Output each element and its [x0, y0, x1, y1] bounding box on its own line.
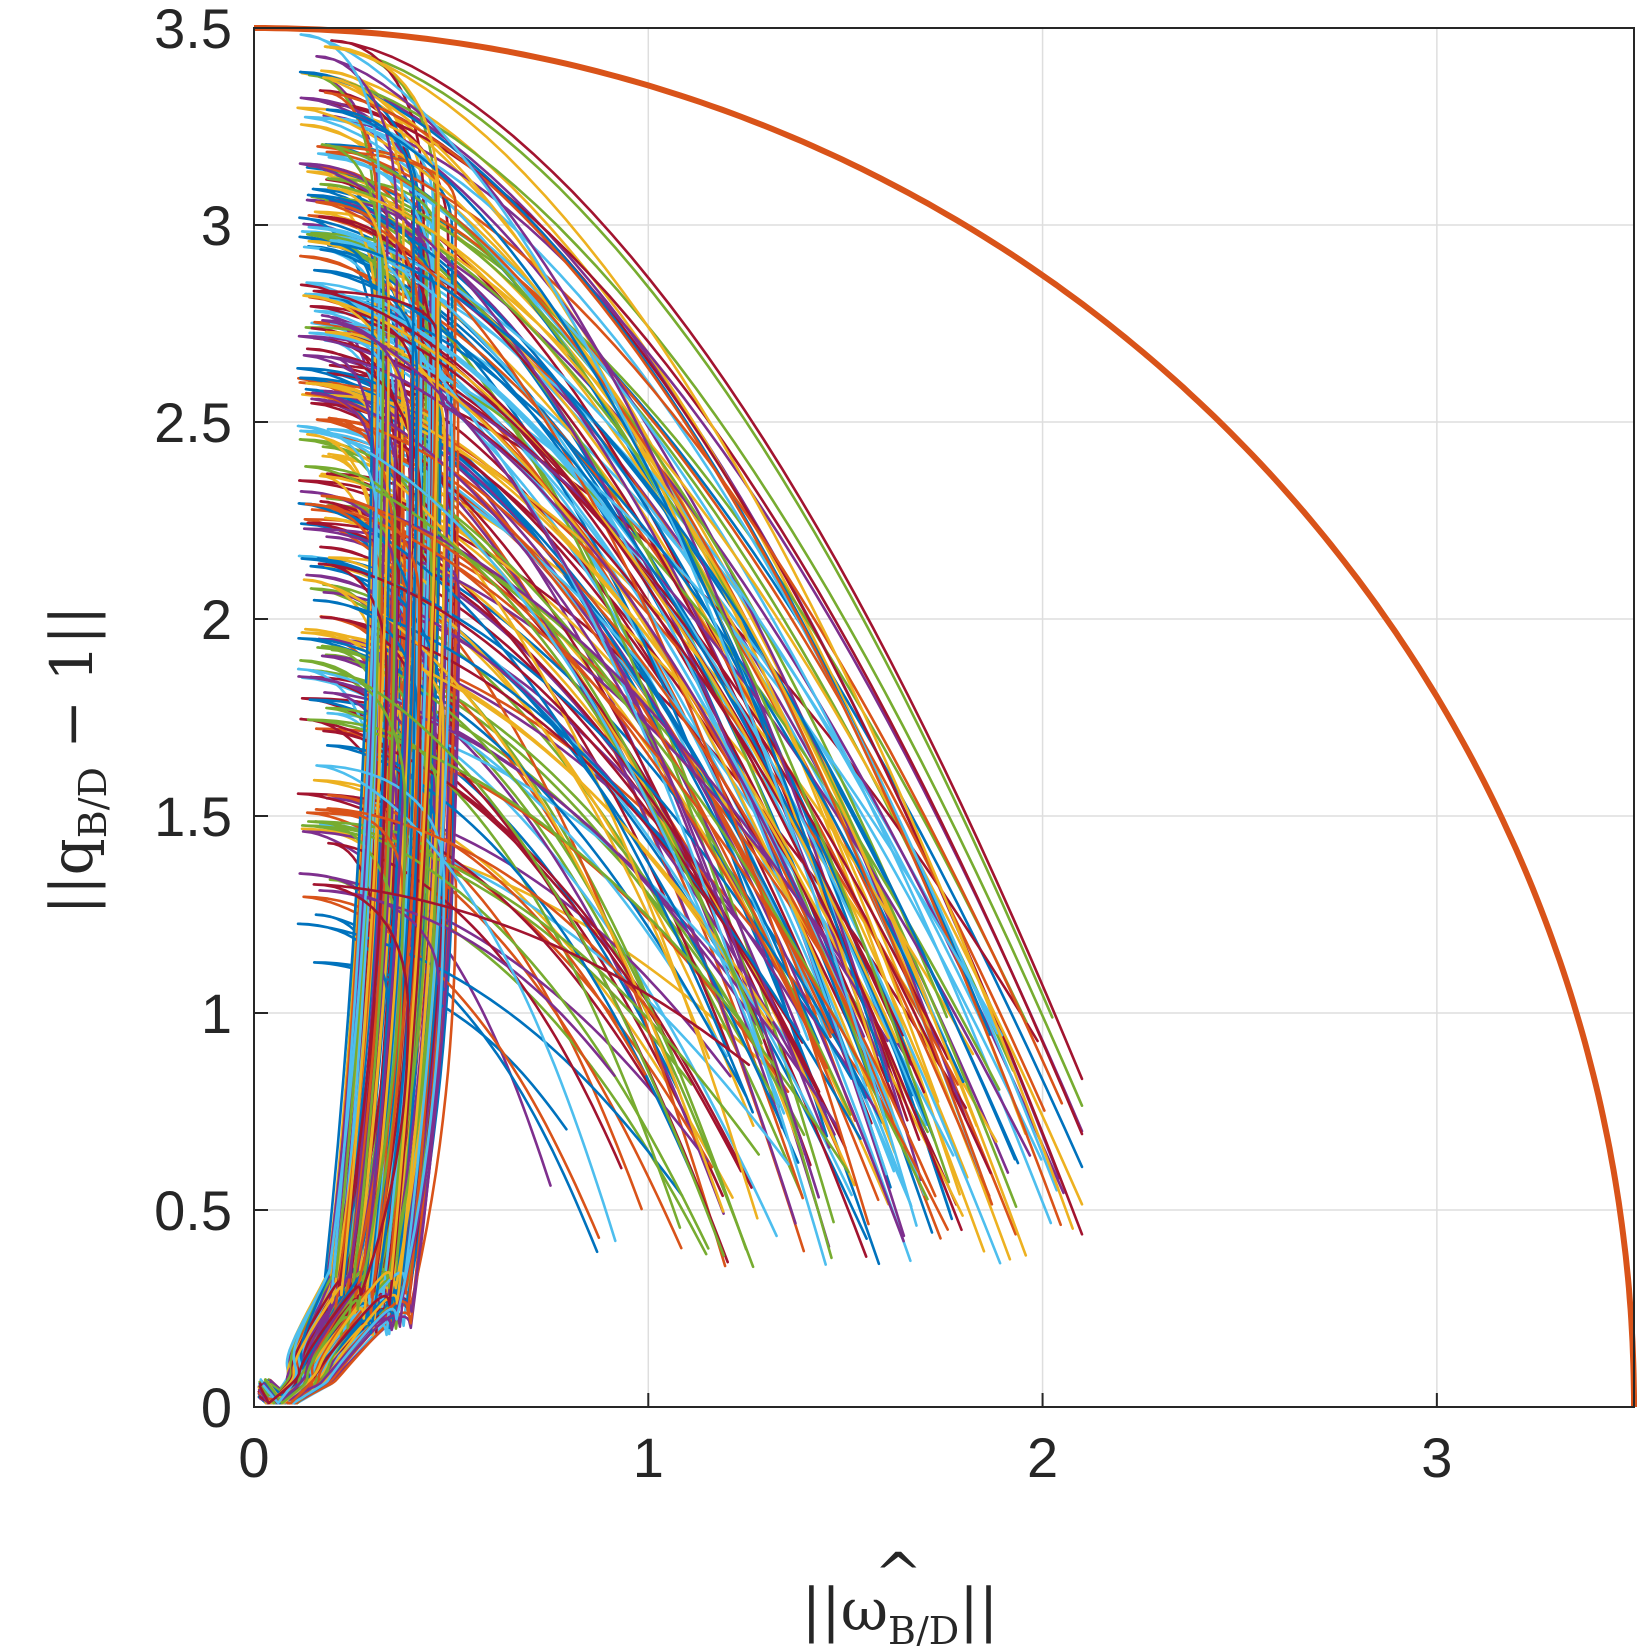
y-tick-label: 2 [201, 588, 232, 651]
trajectory-line [266, 494, 829, 1405]
y-tick-label: 3 [201, 194, 232, 257]
trajectory-line [264, 45, 1074, 1405]
x-tick-label: 0 [238, 1426, 269, 1489]
trajectory-line [258, 883, 751, 1405]
trajectory-line [263, 659, 725, 1405]
x-tick-label: 3 [1421, 1426, 1452, 1489]
y-tick-label: 1 [201, 982, 232, 1045]
y-tick-label: 3.5 [154, 0, 232, 60]
y-tick-label: 2.5 [154, 391, 232, 454]
x-tick-label: 1 [633, 1426, 664, 1489]
boundary-curve [254, 25, 1637, 1407]
trajectory-line [259, 186, 978, 1405]
y-tick-label: 1.5 [154, 785, 232, 848]
trajectory-line [267, 807, 661, 1405]
trajectory-line [268, 330, 896, 1405]
trajectory-line [262, 319, 820, 1405]
x-axis-label-hat: ^ [874, 1540, 923, 1608]
trajectory-line [262, 289, 963, 1405]
y-tick-label: 0.5 [154, 1179, 232, 1242]
y-tick-label: 0 [201, 1376, 232, 1439]
trajectory-line [268, 764, 617, 1405]
x-axis-ticks: 0 1 2 3 [238, 1393, 1452, 1489]
trajectory-line [262, 424, 786, 1405]
x-tick-label: 2 [1027, 1426, 1058, 1489]
x-axis-label: ||ωB/D|| [802, 1576, 999, 1646]
y-axis-label: ||qB/D − 1|| [38, 606, 115, 915]
trajectory-line [259, 562, 824, 1405]
trajectory-line [263, 108, 890, 1405]
axes-box [253, 27, 1635, 1408]
trajectory-line [264, 889, 616, 1405]
trajectory-line [268, 242, 1017, 1405]
y-axis-ticks: 0 0.5 1 1.5 2 2.5 3 3.5 [154, 0, 268, 1439]
trajectory-series [257, 33, 1084, 1405]
